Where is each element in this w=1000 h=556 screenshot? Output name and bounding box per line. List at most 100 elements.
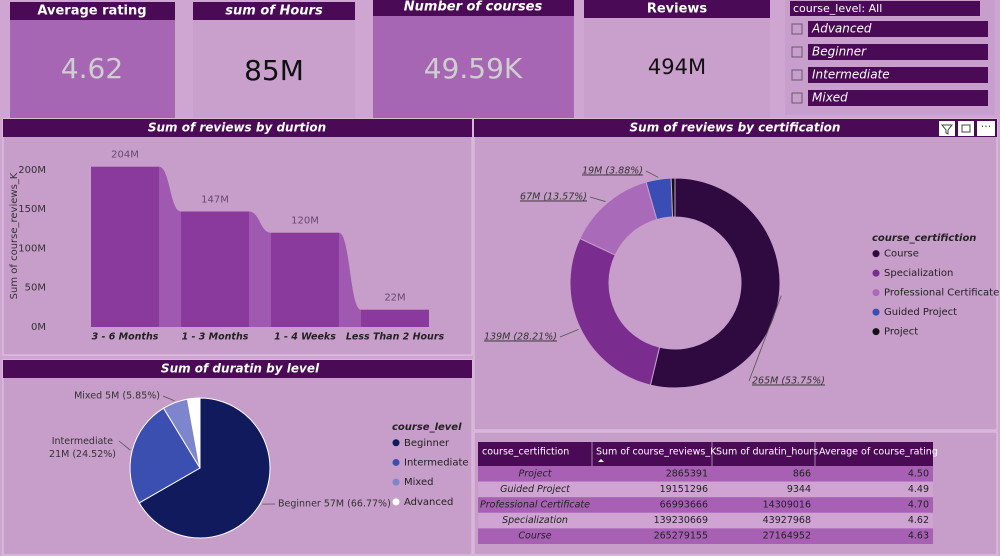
slicer-title: course_level: All bbox=[793, 2, 882, 15]
y-axis-label: Sum of course_reviews_K bbox=[9, 172, 20, 299]
panel bbox=[473, 118, 998, 431]
table-cell: 14309016 bbox=[763, 500, 811, 511]
column-header[interactable]: Average of course_rating bbox=[819, 447, 938, 458]
table-cell: 9344 bbox=[787, 484, 811, 495]
legend-marker bbox=[392, 478, 400, 486]
slicer-item[interactable] bbox=[808, 90, 988, 106]
legend-marker bbox=[392, 458, 400, 466]
slicer-checkbox[interactable] bbox=[791, 92, 803, 104]
legend-label: Advanced bbox=[404, 497, 453, 508]
legend-label: Course bbox=[884, 249, 919, 260]
card-value: 4.62 bbox=[61, 52, 123, 85]
card-title: Number of courses bbox=[404, 0, 543, 15]
slice bbox=[670, 177, 676, 218]
data-label: Beginner 57M (66.77%) bbox=[278, 499, 391, 510]
column-header[interactable]: Sum of duratin_hours bbox=[716, 447, 818, 458]
card-title: Reviews bbox=[647, 2, 708, 17]
leader-line bbox=[559, 328, 579, 338]
data-label: 265M (53.75%) bbox=[752, 376, 825, 387]
table-cell: Professional Certificate bbox=[480, 500, 590, 511]
table-cell: Project bbox=[519, 468, 553, 479]
y-tick-label: 0M bbox=[31, 322, 46, 333]
bar bbox=[181, 211, 249, 327]
slice bbox=[186, 397, 201, 469]
bar bbox=[361, 309, 429, 327]
table-cell: 4.70 bbox=[908, 500, 929, 511]
table-cell: Guided Project bbox=[500, 484, 571, 495]
leader-line bbox=[162, 395, 175, 402]
slicer-checkbox[interactable] bbox=[791, 23, 803, 35]
table-row bbox=[478, 466, 933, 482]
legend-marker bbox=[872, 250, 880, 258]
legend-marker bbox=[392, 498, 400, 506]
table-row bbox=[478, 497, 933, 513]
y-tick-label: 200M bbox=[18, 165, 46, 176]
slice bbox=[649, 177, 781, 389]
legend-marker bbox=[872, 328, 880, 336]
x-tick-label: Less Than 2 Hours bbox=[346, 332, 445, 343]
y-tick-label: 150M bbox=[18, 204, 46, 215]
data-label: Intermediate 21M (24.52%) bbox=[49, 436, 116, 460]
slice bbox=[138, 397, 271, 539]
table-row bbox=[478, 512, 933, 529]
chart-title: Sum of reviews by durtion bbox=[148, 121, 326, 135]
sort-arrow bbox=[598, 459, 604, 462]
legend-marker bbox=[872, 269, 880, 277]
legend-label: Project bbox=[884, 327, 918, 338]
table-cell: 4.50 bbox=[908, 468, 929, 479]
table-row bbox=[478, 528, 933, 544]
data-label: 19M (3.88%) bbox=[582, 166, 643, 177]
data-label: 22M bbox=[384, 293, 405, 304]
card-title: sum of Hours bbox=[225, 4, 323, 19]
card-title: Average rating bbox=[37, 4, 146, 19]
slicer-header bbox=[790, 1, 980, 16]
slicer-item-label: Intermediate bbox=[812, 68, 890, 82]
slicer-checkbox[interactable] bbox=[791, 69, 803, 81]
slicer-checkbox[interactable] bbox=[791, 46, 803, 58]
more-glyph: ··· bbox=[981, 120, 992, 133]
legend-label: Intermediate bbox=[404, 457, 469, 468]
card-header bbox=[10, 2, 175, 20]
x-tick-label: 1 - 3 Months bbox=[182, 332, 249, 343]
slicer-item[interactable] bbox=[808, 67, 988, 83]
column-header[interactable]: course_certifiction bbox=[482, 447, 569, 458]
slicer-item-label: Beginner bbox=[812, 45, 867, 59]
slice bbox=[129, 407, 201, 504]
filter-glyph bbox=[940, 124, 954, 135]
table-cell: 265279155 bbox=[654, 531, 708, 542]
legend-marker bbox=[392, 439, 400, 447]
chart-title: Sum of duratin by level bbox=[161, 362, 320, 376]
leader-line bbox=[589, 196, 606, 202]
data-label: 147M bbox=[201, 195, 229, 206]
more-icon[interactable] bbox=[977, 121, 995, 136]
table-cell: 4.62 bbox=[908, 515, 929, 526]
table-cell: 866 bbox=[793, 468, 811, 479]
table-cell: 4.49 bbox=[908, 484, 929, 495]
table-cell: Course bbox=[518, 531, 551, 542]
card-header bbox=[373, 0, 574, 16]
card-body bbox=[193, 20, 355, 118]
table-cell: 27164952 bbox=[763, 531, 811, 542]
chart-title: Sum of reviews by certification bbox=[630, 121, 841, 135]
table-cell: 139230669 bbox=[654, 515, 708, 526]
card-value: 85M bbox=[244, 54, 304, 87]
slicer-item[interactable] bbox=[808, 21, 988, 37]
table-cell: 19151296 bbox=[660, 484, 708, 495]
table-cell: 4.63 bbox=[908, 531, 929, 542]
focus-icon[interactable] bbox=[958, 121, 974, 136]
card-value: 49.59K bbox=[424, 52, 523, 85]
table-cell: 2865391 bbox=[666, 468, 708, 479]
column-header[interactable]: Sum of course_reviews_K bbox=[596, 447, 717, 458]
x-tick-label: 3 - 6 Months bbox=[92, 332, 159, 343]
data-label: Mixed 5M (5.85%) bbox=[74, 391, 160, 402]
legend-marker bbox=[872, 289, 880, 297]
slicer-item-label: Mixed bbox=[812, 91, 848, 105]
data-label: 67M (13.57%) bbox=[520, 192, 587, 203]
legend-label: Professional Certificate bbox=[884, 288, 999, 299]
kpi-card: Reviews 494M bbox=[584, 0, 770, 118]
slicer-item[interactable] bbox=[808, 44, 988, 60]
leader-line bbox=[118, 440, 131, 451]
card-body bbox=[373, 16, 574, 118]
panel-header bbox=[3, 119, 472, 137]
